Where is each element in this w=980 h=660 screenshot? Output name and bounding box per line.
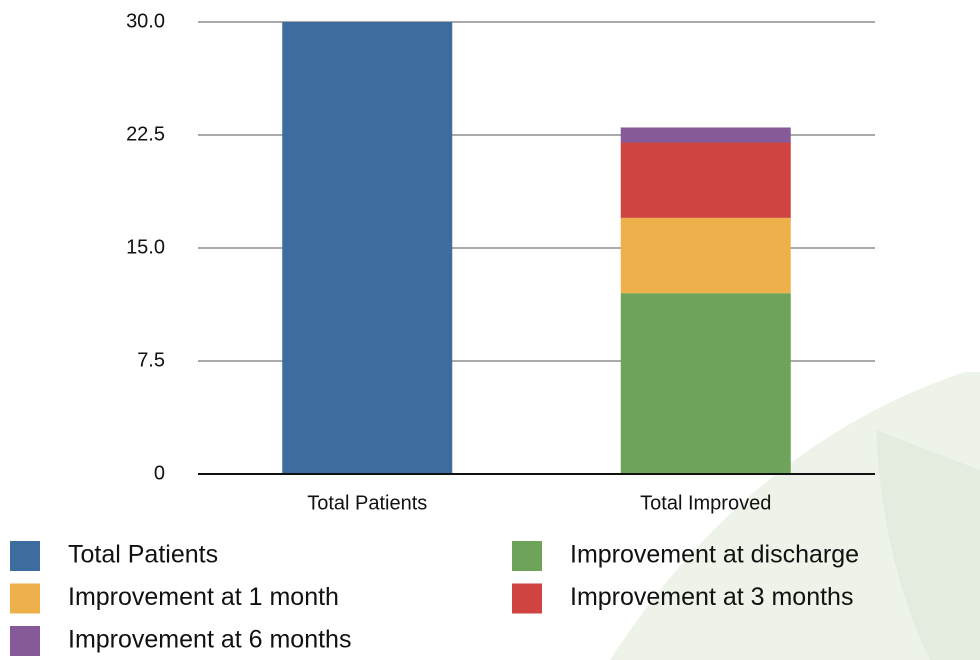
bar-segment xyxy=(620,142,791,218)
y-tick-label: 0 xyxy=(154,462,165,484)
y-tick-label: 15.0 xyxy=(126,236,165,258)
legend-swatch xyxy=(512,541,542,571)
legend-swatch xyxy=(512,583,542,614)
y-tick-label: 7.5 xyxy=(137,349,165,371)
legend-label: Improvement at 6 months xyxy=(68,626,351,654)
y-tick-label: 30.0 xyxy=(126,10,165,32)
x-tick-label: Total Improved xyxy=(640,492,771,514)
bar-segment xyxy=(282,22,453,474)
legend-swatch xyxy=(10,541,40,571)
legend-label: Total Patients xyxy=(68,541,218,569)
bar-segment xyxy=(620,217,791,294)
legend-swatch xyxy=(10,583,40,614)
bar-segment xyxy=(620,127,791,143)
y-tick-label: 22.5 xyxy=(126,123,165,145)
legend-swatch xyxy=(10,626,40,656)
legend-label: Improvement at 3 months xyxy=(570,583,853,611)
legend-label: Improvement at 1 month xyxy=(68,583,339,611)
background-leaf xyxy=(876,430,980,660)
legend-label: Improvement at discharge xyxy=(570,541,859,569)
bar-segment xyxy=(620,293,791,474)
x-tick-label: Total Patients xyxy=(307,492,427,514)
